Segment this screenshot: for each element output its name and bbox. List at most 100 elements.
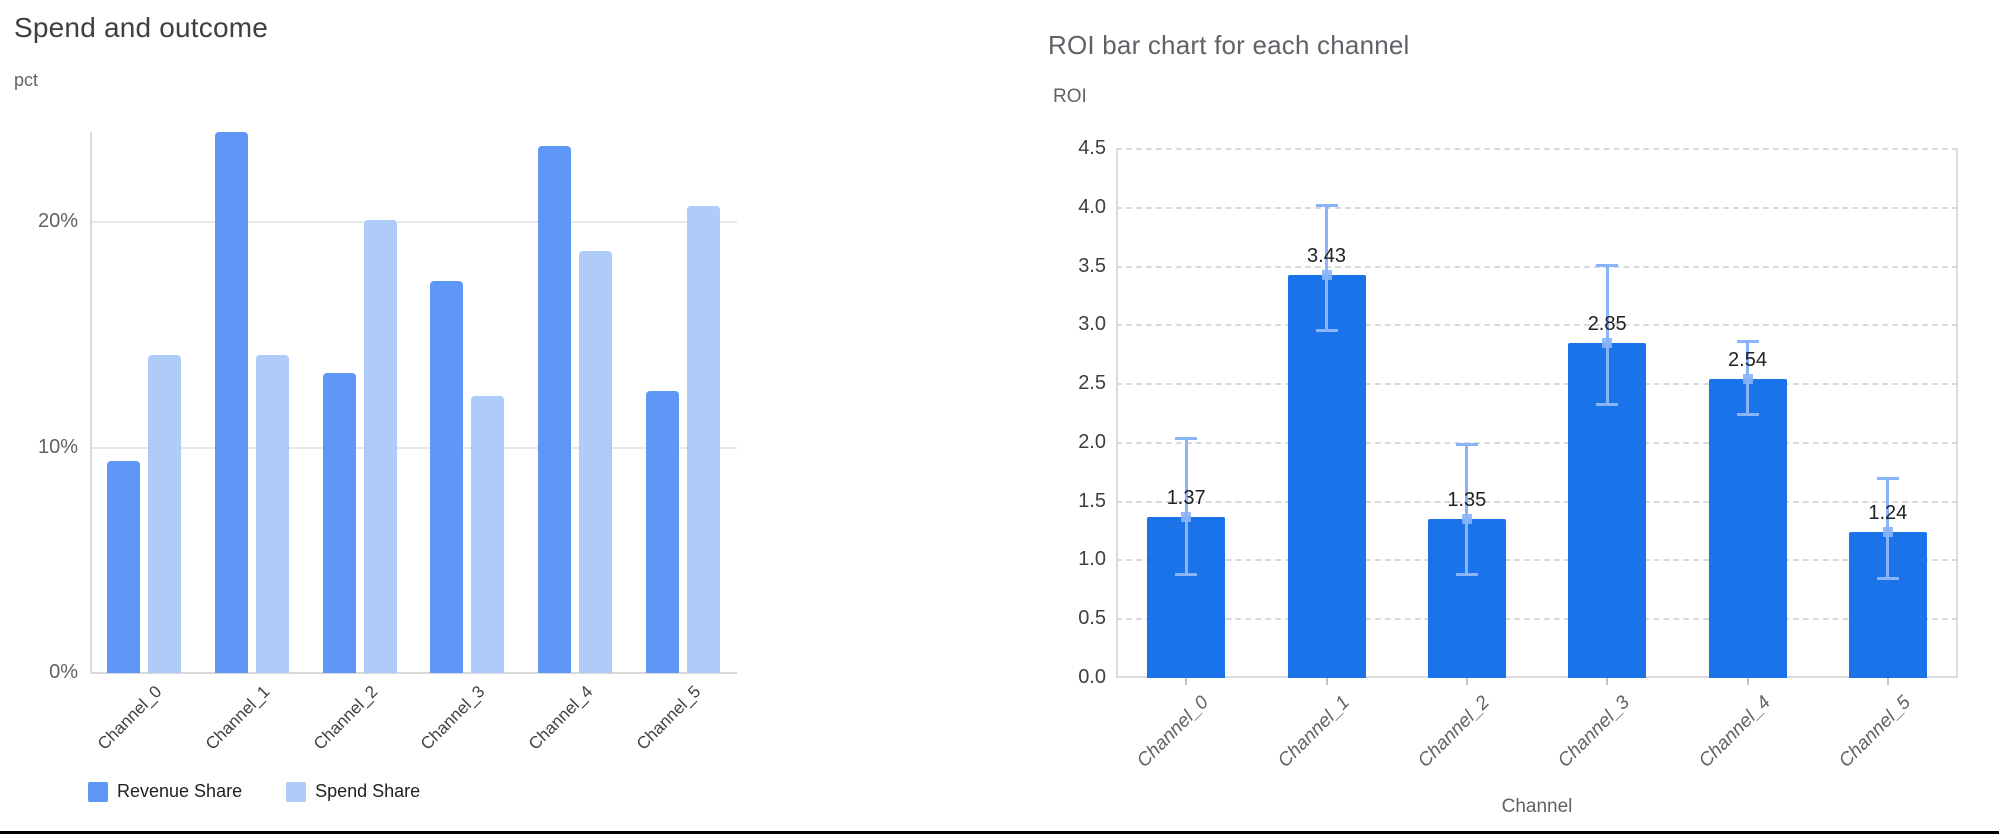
error-bar-cap-top xyxy=(1175,437,1198,441)
y-axis-tick-label: 20% xyxy=(37,210,78,233)
legend-swatch xyxy=(88,781,108,802)
x-axis-category-label: Channel_5 xyxy=(632,682,705,754)
error-bar-marker xyxy=(1181,511,1192,522)
spend-outcome-y-axis-unit: pct xyxy=(14,70,39,90)
x-axis-category-label: Channel_1 xyxy=(1273,692,1354,772)
x-axis-tick-mark xyxy=(1465,678,1468,685)
error-bar-cap-top xyxy=(1596,264,1619,268)
x-axis-category-label: Channel_0 xyxy=(1133,692,1214,772)
spend-outcome-title: Spend and outcome xyxy=(14,12,269,43)
y-axis-tick-label: 3.5 xyxy=(1078,254,1106,277)
roi-chart-title: ROI bar chart for each channel xyxy=(1048,30,1410,60)
error-bar-line xyxy=(1605,265,1609,406)
bar-spend-share xyxy=(687,206,721,673)
y-gridline xyxy=(1116,265,1958,268)
legend-item: Spend Share xyxy=(286,781,420,802)
y-axis-tick-label: 3.0 xyxy=(1078,313,1106,336)
x-axis-tick-mark xyxy=(1325,678,1328,685)
y-axis-tick-label: 2.0 xyxy=(1078,430,1106,453)
x-axis-category-label: Channel_4 xyxy=(1694,692,1775,772)
roi-y-axis-title: ROI xyxy=(1053,86,1087,107)
bar-revenue-share xyxy=(214,132,248,673)
y-gridline xyxy=(90,221,737,224)
y-gridline xyxy=(1116,148,1958,150)
y-gridline xyxy=(1116,206,1958,209)
bar-revenue-share xyxy=(646,391,680,673)
x-axis-tick-mark xyxy=(1886,678,1889,685)
error-bar-cap-top xyxy=(1315,204,1338,208)
bar-spend-share xyxy=(579,251,613,673)
legend-label: Spend Share xyxy=(315,781,421,801)
error-bar-marker xyxy=(1742,374,1753,385)
y-gridline xyxy=(1116,618,1958,621)
bar-value-label: 1.35 xyxy=(1447,489,1487,512)
plot-border xyxy=(1116,149,1958,678)
y-gridline xyxy=(90,446,737,449)
bar-spend-share xyxy=(363,219,397,673)
legend-label: Revenue Share xyxy=(117,781,243,801)
x-axis-tick-mark xyxy=(1746,678,1749,685)
error-bar-marker xyxy=(1602,337,1613,348)
error-bar-cap-top xyxy=(1455,443,1478,447)
bar-value-label: 2.54 xyxy=(1728,349,1767,372)
y-axis-tick-label: 0% xyxy=(49,661,78,683)
x-axis-category-label: Channel_5 xyxy=(1834,692,1915,772)
y-gridline xyxy=(1116,383,1958,386)
y-axis-tick-label: 2.5 xyxy=(1078,372,1106,395)
y-axis-tick-label: 10% xyxy=(37,435,78,458)
x-axis-category-label: Channel_2 xyxy=(1413,692,1494,772)
y-gridline xyxy=(1116,559,1958,562)
error-bar-cap-bottom xyxy=(1596,403,1619,407)
error-bar-cap-bottom xyxy=(1876,577,1899,581)
bar-spend-share xyxy=(147,355,181,673)
bar-value-label: 3.43 xyxy=(1307,244,1346,267)
bar-revenue-share xyxy=(538,145,572,673)
x-axis-category-label: Channel_2 xyxy=(309,682,382,754)
y-gridline xyxy=(1116,500,1958,503)
error-bar-cap-bottom xyxy=(1455,572,1478,576)
error-bar-line xyxy=(1325,205,1328,332)
y-axis-tick-label: 4.0 xyxy=(1078,195,1106,218)
bar-revenue-share xyxy=(322,373,356,673)
roi-x-axis-title: Channel xyxy=(1501,796,1573,817)
bar-roi xyxy=(1708,379,1787,678)
x-axis-category-label: Channel_4 xyxy=(525,682,597,754)
bottom-divider xyxy=(0,831,1999,834)
x-axis-category-label: Channel_3 xyxy=(1554,692,1635,772)
error-bar-cap-top xyxy=(1876,477,1899,481)
y-axis-line xyxy=(90,132,92,673)
error-bar-marker xyxy=(1461,514,1472,525)
bar-revenue-share xyxy=(106,461,140,673)
error-bar-marker xyxy=(1321,269,1332,280)
y-gridline xyxy=(1116,324,1958,327)
error-bar-line xyxy=(1465,444,1469,575)
y-gridline xyxy=(1116,441,1958,444)
x-axis-tick-mark xyxy=(1185,678,1188,685)
x-axis-tick-mark xyxy=(1606,678,1609,685)
bar-spend-share xyxy=(255,355,289,673)
y-axis-tick-label: 1.5 xyxy=(1078,489,1106,512)
error-bar-cap-bottom xyxy=(1736,412,1759,416)
x-axis-category-label: Channel_1 xyxy=(201,682,274,754)
y-axis-tick-label: 1.0 xyxy=(1078,548,1106,571)
x-axis-category-label: Channel_0 xyxy=(93,682,166,754)
bar-value-label: 1.37 xyxy=(1166,486,1206,509)
x-axis-category-label: Channel_3 xyxy=(417,682,489,754)
y-axis-tick-label: 0.5 xyxy=(1078,607,1106,630)
legend-swatch xyxy=(286,781,307,802)
x-axis-line xyxy=(90,672,737,674)
y-axis-tick-label: 0.0 xyxy=(1078,666,1106,688)
error-bar-marker xyxy=(1882,527,1893,538)
spend-outcome-legend: Revenue Share Spend Share xyxy=(88,781,464,802)
error-bar-line xyxy=(1184,438,1188,575)
error-bar-cap-bottom xyxy=(1315,329,1338,333)
error-bar-cap-top xyxy=(1736,339,1759,343)
bar-value-label: 2.85 xyxy=(1587,312,1627,335)
error-bar-cap-bottom xyxy=(1175,572,1198,576)
y-axis-tick-label: 4.5 xyxy=(1078,137,1106,159)
bar-revenue-share xyxy=(430,280,464,673)
bar-value-label: 1.24 xyxy=(1868,502,1908,525)
bar-spend-share xyxy=(471,395,505,673)
legend-item: Revenue Share xyxy=(88,781,242,802)
